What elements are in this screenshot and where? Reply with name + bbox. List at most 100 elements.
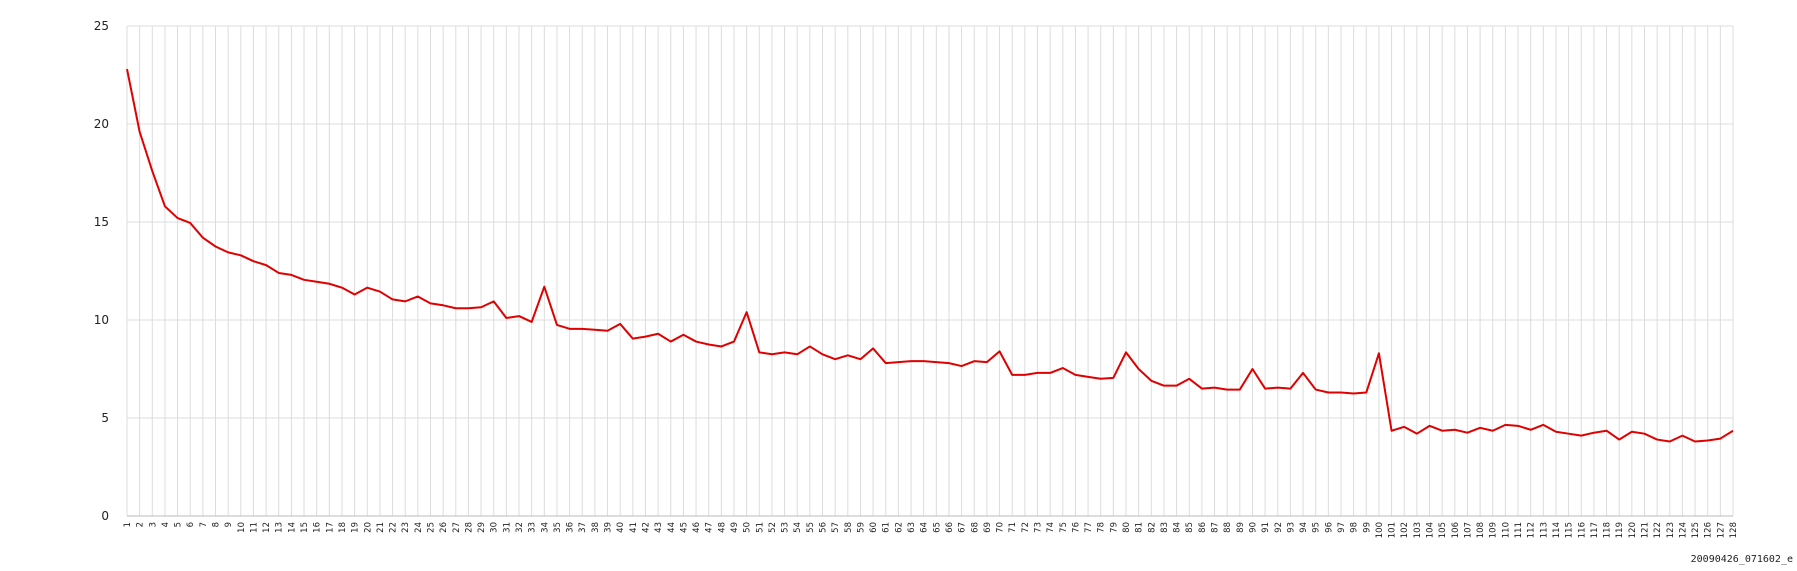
x-tick-label: 88: [1223, 522, 1233, 533]
x-tick-label: 66: [945, 522, 955, 533]
x-tick-label: 54: [793, 522, 803, 533]
x-tick-label: 110: [1501, 522, 1511, 538]
x-tick-label: 26: [439, 522, 449, 533]
y-tick-label: 20: [94, 117, 109, 131]
x-tick-label: 8: [212, 522, 222, 527]
x-tick-label: 91: [1261, 522, 1271, 533]
x-tick-label: 96: [1324, 522, 1334, 533]
x-tick-label: 13: [275, 522, 285, 533]
x-tick-label: 14: [287, 522, 297, 533]
x-tick-label: 35: [553, 522, 563, 533]
x-tick-label: 90: [1248, 522, 1258, 533]
x-tick-label: 45: [679, 522, 689, 533]
x-tick-label: 61: [882, 522, 892, 533]
x-tick-label: 77: [1084, 522, 1094, 533]
x-tick-label: 58: [844, 522, 854, 533]
x-tick-label: 33: [528, 522, 538, 533]
x-tick-label: 114: [1552, 522, 1562, 538]
x-tick-label: 107: [1463, 522, 1473, 538]
x-tick-label: 81: [1135, 522, 1145, 533]
x-tick-label: 31: [502, 522, 512, 533]
x-tick-label: 23: [401, 522, 411, 533]
x-tick-label: 82: [1147, 522, 1157, 533]
x-tick-label: 28: [464, 522, 474, 533]
x-tick-label: 113: [1539, 522, 1549, 538]
x-tick-label: 85: [1185, 522, 1195, 533]
x-tick-label: 80: [1122, 522, 1132, 533]
x-tick-label: 3: [148, 522, 158, 527]
x-tick-label: 115: [1565, 522, 1575, 538]
x-tick-label: 108: [1476, 522, 1486, 538]
x-tick-label: 102: [1400, 522, 1410, 538]
x-tick-label: 79: [1109, 522, 1119, 533]
x-tick-label: 59: [856, 522, 866, 533]
x-tick-label: 16: [313, 522, 323, 533]
x-tick-label: 94: [1299, 522, 1309, 533]
x-tick-label: 112: [1527, 522, 1537, 538]
x-tick-label: 128: [1729, 522, 1739, 538]
x-tick-label: 6: [186, 522, 196, 527]
x-tick-label: 25: [426, 522, 436, 533]
x-tick-label: 22: [389, 522, 399, 533]
x-tick-label: 30: [490, 522, 500, 533]
x-tick-label: 62: [894, 522, 904, 533]
x-tick-label: 101: [1388, 522, 1398, 538]
x-tick-label: 12: [262, 522, 272, 533]
x-tick-label: 122: [1653, 522, 1663, 538]
x-tick-label: 92: [1274, 522, 1284, 533]
x-tick-label: 46: [692, 522, 702, 533]
x-tick-label: 127: [1716, 522, 1726, 538]
x-tick-label: 97: [1337, 522, 1347, 533]
x-tick-label: 18: [338, 522, 348, 533]
x-tick-label: 67: [958, 522, 968, 533]
x-tick-label: 64: [920, 522, 930, 533]
x-tick-label: 38: [591, 522, 601, 533]
x-tick-label: 17: [325, 522, 335, 533]
x-tick-label: 105: [1438, 522, 1448, 538]
x-tick-label: 20: [363, 522, 373, 533]
x-tick-label: 56: [819, 522, 829, 533]
x-tick-label: 27: [452, 522, 462, 533]
x-tick-label: 70: [996, 522, 1006, 533]
x-tick-label: 87: [1211, 522, 1221, 533]
x-tick-label: 32: [515, 522, 525, 533]
x-tick-label: 95: [1312, 522, 1322, 533]
x-tick-label: 73: [1033, 522, 1043, 533]
x-tick-label: 15: [300, 522, 310, 533]
x-tick-label: 65: [932, 522, 942, 533]
x-tick-label: 116: [1577, 522, 1587, 538]
x-tick-label: 41: [629, 522, 639, 533]
x-tick-label: 42: [641, 522, 651, 533]
x-tick-label: 123: [1666, 522, 1676, 538]
x-tick-label: 55: [806, 522, 816, 533]
x-tick-label: 117: [1590, 522, 1600, 538]
x-tick-label: 99: [1362, 522, 1372, 533]
y-tick-label: 10: [94, 313, 109, 327]
x-tick-label: 121: [1640, 522, 1650, 538]
x-tick-label: 52: [768, 522, 778, 533]
x-tick-label: 89: [1236, 522, 1246, 533]
y-tick-label: 15: [94, 215, 109, 229]
x-tick-label: 21: [376, 522, 386, 533]
x-tick-label: 104: [1426, 522, 1436, 538]
x-tick-label: 126: [1704, 522, 1714, 538]
y-tick-label: 25: [94, 19, 109, 33]
x-tick-label: 72: [1021, 522, 1031, 533]
x-tick-label: 11: [249, 522, 259, 533]
x-tick-label: 57: [831, 522, 841, 533]
x-tick-label: 4: [161, 522, 171, 527]
x-tick-label: 43: [654, 522, 664, 533]
x-tick-label: 68: [970, 522, 980, 533]
line-series: [126, 68, 1734, 443]
x-tick-label: 109: [1489, 522, 1499, 538]
x-tick-label: 75: [1059, 522, 1069, 533]
x-tick-label: 19: [351, 522, 361, 533]
x-tick-label: 69: [983, 522, 993, 533]
x-tick-label: 74: [1046, 522, 1056, 533]
x-tick-label: 47: [705, 522, 715, 533]
x-tick-label: 86: [1198, 522, 1208, 533]
x-tick-label: 119: [1615, 522, 1625, 538]
x-tick-label: 24: [414, 522, 424, 533]
x-tick-label: 37: [578, 522, 588, 533]
